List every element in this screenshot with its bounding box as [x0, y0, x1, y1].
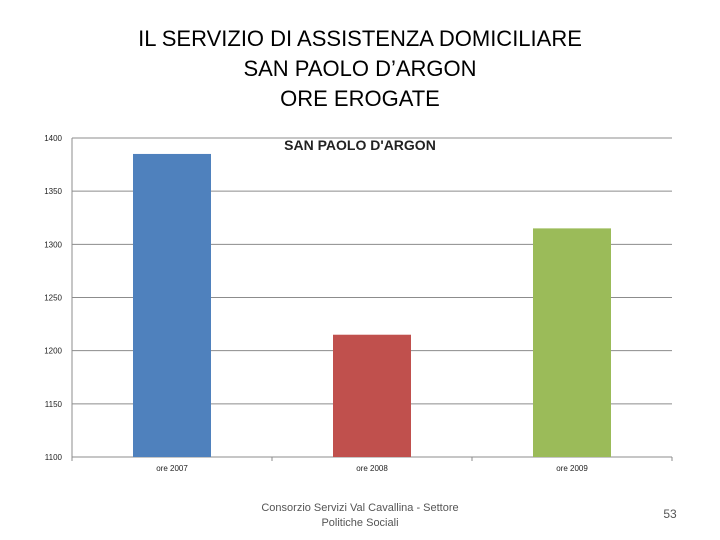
y-tick-label: 1200	[44, 347, 62, 356]
chart-title: SAN PAOLO D'ARGON	[284, 137, 436, 153]
slide-title-line-1: IL SERVIZIO DI ASSISTENZA DOMICILIARE	[138, 26, 582, 51]
bar-3	[533, 228, 611, 457]
axes: 1100 1150 1200 1250 1300 1350 1400 ore 2007 ore …	[44, 134, 673, 473]
y-tick-label: 1100	[45, 453, 63, 462]
x-tick-label: ore 2007	[156, 464, 188, 473]
bar-2	[333, 334, 411, 457]
slide-number: 53	[663, 507, 677, 521]
slide-title: IL SERVIZIO DI ASSISTENZA DOMICILIARE SA…	[0, 24, 720, 114]
slide-title-line-3: ORE EROGATE	[280, 86, 440, 111]
slide-title-line-2: SAN PAOLO D’ARGON	[243, 56, 477, 81]
footer-text: Consorzio Servizi Val Cavallina - Settor…	[250, 501, 470, 531]
y-tick-label: 1400	[44, 134, 62, 143]
x-tick-label: ore 2009	[556, 464, 588, 473]
x-tick-label: ore 2008	[356, 464, 388, 473]
footer-line-2: Politiche Sociali	[321, 517, 399, 529]
footer-line-1: Consorzio Servizi Val Cavallina - Settor…	[261, 502, 459, 514]
y-tick-label: 1250	[44, 294, 62, 303]
bar-1	[133, 153, 211, 457]
y-tick-label: 1150	[45, 400, 63, 409]
y-tick-label: 1350	[44, 187, 62, 196]
bars	[133, 153, 611, 457]
y-tick-label: 1300	[44, 240, 62, 249]
